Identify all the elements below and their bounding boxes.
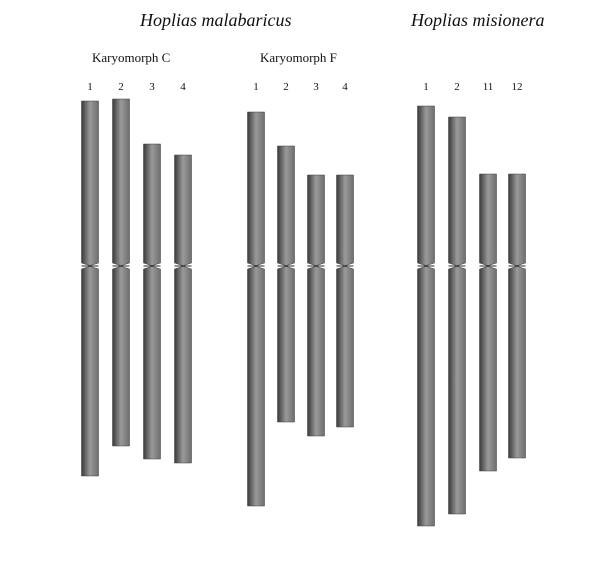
chromosome-3 — [307, 174, 325, 437]
chromosome-body — [143, 143, 161, 460]
chromosome-body — [307, 174, 325, 437]
species-title-malabaricus: Hoplias malabaricus — [140, 10, 292, 30]
chromosome-label: 3 — [313, 81, 319, 93]
chromosome-body — [174, 154, 192, 464]
chromosome-label: 4 — [342, 81, 348, 93]
chromosome-2 — [112, 98, 130, 447]
chromosome-2 — [277, 145, 295, 423]
chromosome-1 — [81, 100, 99, 477]
chromosome-label: 3 — [149, 81, 155, 93]
chromosome-12 — [508, 173, 526, 459]
chromosome-body — [277, 145, 295, 423]
chromosome-body — [479, 173, 497, 472]
chromosome-label: 2 — [118, 81, 124, 93]
chromosome-body — [508, 173, 526, 459]
chromosome-label: 1 — [253, 81, 259, 93]
chromosome-4 — [336, 174, 354, 428]
chromosome-2 — [448, 116, 466, 515]
species-title-misionera: Hoplias misionera — [411, 10, 545, 30]
karyomorph-f-title: Karyomorph F — [260, 50, 337, 65]
chromosome-label: 1 — [87, 81, 93, 93]
chromosome-1 — [247, 111, 265, 507]
chromosome-label: 4 — [180, 81, 186, 93]
chromosome-body — [448, 116, 466, 515]
karyomorph-c-title: Karyomorph C — [92, 50, 171, 65]
chromosome-body — [417, 105, 435, 527]
chromosome-3 — [143, 143, 161, 460]
chromosome-label: 2 — [283, 81, 289, 93]
chromosome-11 — [479, 173, 497, 472]
chromosome-label: 1 — [423, 81, 429, 93]
chromosome-label: 12 — [511, 81, 523, 93]
chromosome-4 — [174, 154, 192, 464]
chromosome-1 — [417, 105, 435, 527]
chromosome-body — [247, 111, 265, 507]
chromosome-body — [81, 100, 99, 477]
chromosome-body — [112, 98, 130, 447]
chromosome-body — [336, 174, 354, 428]
chromosome-label: 2 — [454, 81, 460, 93]
chromosome-label: 11 — [482, 81, 494, 93]
